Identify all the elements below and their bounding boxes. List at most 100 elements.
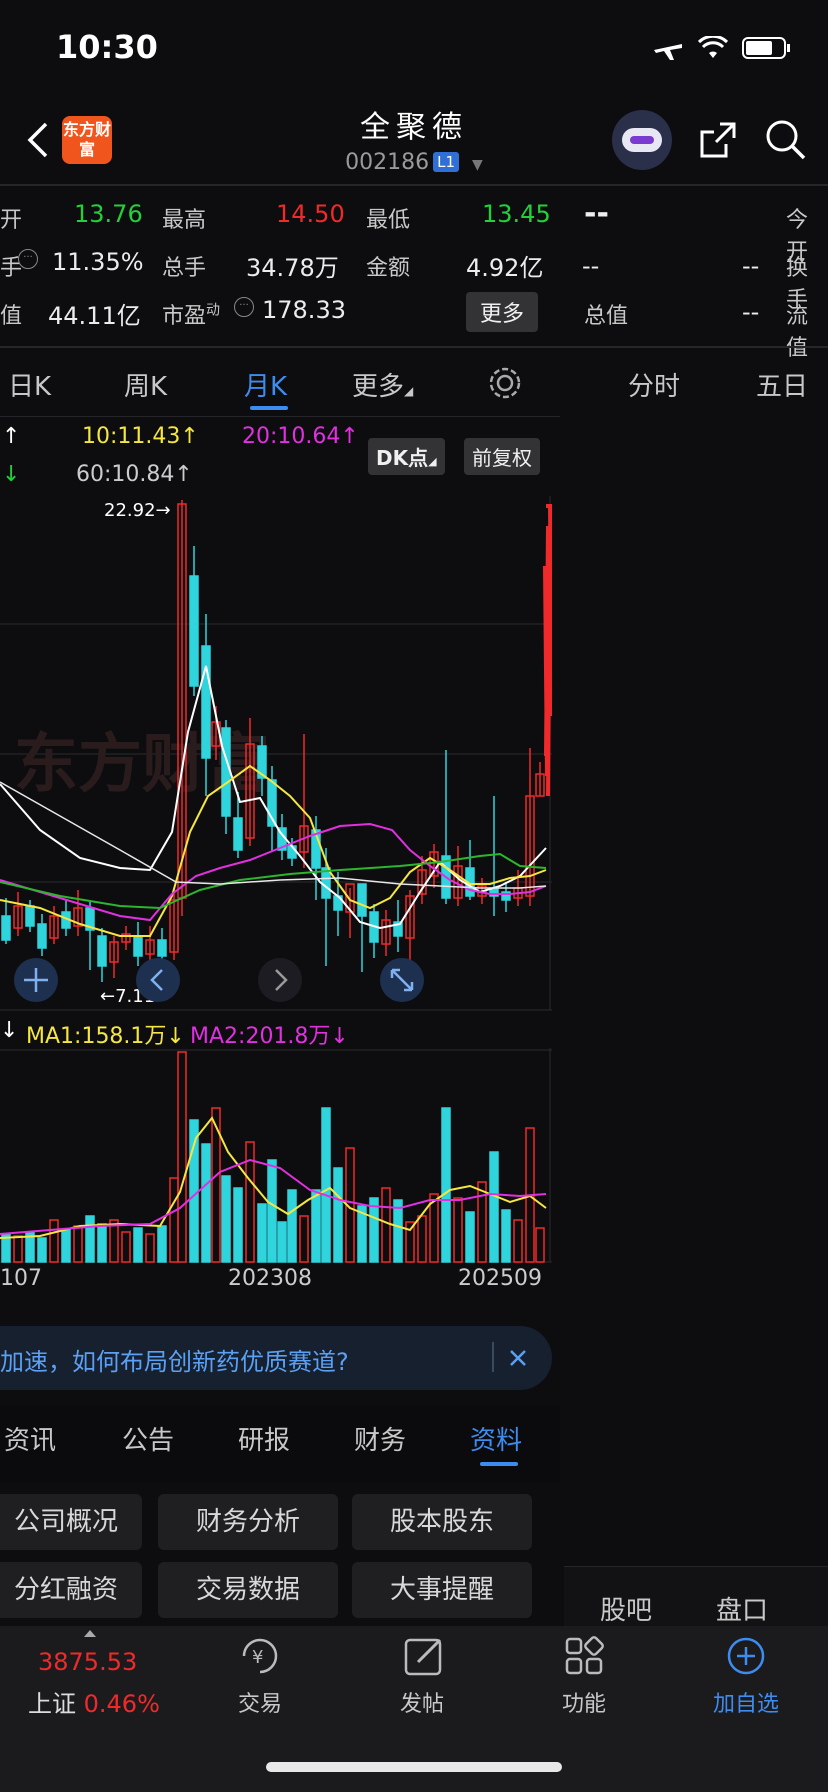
tab-order-book[interactable]: 盘口: [716, 1596, 769, 1626]
info-tab-news[interactable]: 资讯: [4, 1426, 57, 1456]
more-button[interactable]: 更多: [466, 292, 539, 332]
candle-body: [405, 895, 415, 939]
candle-body: [109, 941, 119, 963]
volume-bar: [13, 1235, 23, 1263]
stock-code[interactable]: 002186 L1 ▼: [0, 150, 828, 175]
ma60-line: [0, 852, 547, 910]
back-icon[interactable]: [26, 122, 50, 158]
add-watchlist-icon[interactable]: [726, 1636, 766, 1676]
candle-body: [25, 905, 35, 927]
candle-body: [381, 919, 391, 945]
share-icon[interactable]: [698, 120, 738, 160]
tab-guba[interactable]: 股吧: [600, 1596, 653, 1626]
volume-bar: [201, 1143, 211, 1263]
airplane-icon: [654, 44, 682, 60]
nav-add-watchlist[interactable]: 加自选: [712, 1692, 779, 1717]
level-badge: L1: [433, 152, 460, 172]
volume-bar: [429, 1193, 439, 1263]
candle-body: [267, 779, 277, 827]
candle-body: [233, 817, 243, 851]
ma20-line: [0, 822, 547, 922]
shareholders-button[interactable]: 股本股东: [352, 1494, 532, 1550]
total-value-label: 总值: [584, 304, 629, 329]
volume-bar: [357, 1205, 367, 1263]
close-icon[interactable]: [508, 1348, 528, 1368]
nav-post[interactable]: 发帖: [399, 1692, 444, 1717]
tab-day-k[interactable]: 日K: [8, 372, 52, 402]
volume-bar: [233, 1187, 243, 1263]
pe-info-icon[interactable]: ···: [234, 297, 254, 317]
nav-functions[interactable]: 功能: [561, 1692, 606, 1717]
volume-bar: [267, 1159, 277, 1263]
events-reminder-button[interactable]: 大事提醒: [352, 1562, 532, 1618]
volume-bar: [311, 1189, 321, 1263]
dk-point-button[interactable]: DK点◢: [368, 438, 445, 475]
low-value: 13.45: [482, 200, 551, 228]
dividend-financing-button[interactable]: 分红融资: [0, 1562, 142, 1618]
volume-bar: [97, 1223, 107, 1263]
tab-week-k[interactable]: 周K: [124, 372, 168, 402]
pe-sup: 动: [206, 302, 221, 319]
candle-body: [97, 935, 107, 967]
post-icon[interactable]: [402, 1634, 446, 1678]
kline-chart[interactable]: 东方财富 22.92→ ←7.11: [0, 496, 552, 1016]
float-label: 流值: [786, 304, 809, 361]
volume-value: 34.78万: [246, 254, 339, 282]
index-row[interactable]: 上证 0.46%: [28, 1684, 160, 1719]
info-icon[interactable]: ···: [18, 249, 38, 269]
zoom-in-icon[interactable]: [14, 958, 58, 1002]
open-label: 开: [0, 208, 23, 233]
news-banner[interactable]: 加速，如何布局创新药优质赛道?: [0, 1326, 552, 1390]
tab-month-k[interactable]: 月K: [244, 372, 288, 402]
info-tab-announcements[interactable]: 公告: [122, 1426, 175, 1456]
tab-five-day[interactable]: 五日: [756, 372, 809, 402]
ma10-line: [0, 764, 547, 937]
volume-bar: [333, 1167, 343, 1263]
candle-body: [169, 899, 179, 953]
volume-label: 总手: [162, 256, 207, 281]
expand-arrow-icon[interactable]: [84, 1630, 96, 1637]
trade-icon[interactable]: ¥: [238, 1636, 282, 1676]
active-tab-indicator: [250, 406, 288, 410]
vol-ma2-line: [0, 1158, 547, 1235]
ma20-legend: 20:10.64↑: [242, 424, 359, 449]
financial-analysis-button[interactable]: 财务分析: [158, 1494, 338, 1550]
volume-bar: [513, 1219, 523, 1263]
right-row2-a: --: [582, 252, 600, 280]
chevron-down-icon: ▼: [472, 157, 483, 173]
settings-icon[interactable]: [488, 366, 522, 400]
trading-data-button[interactable]: 交易数据: [158, 1562, 338, 1618]
company-overview-button[interactable]: 公司概况: [0, 1494, 142, 1550]
candle-body: [133, 935, 143, 957]
candle-body: [525, 795, 535, 897]
turnover-label: 手: [0, 256, 23, 281]
functions-icon[interactable]: [564, 1636, 604, 1676]
scroll-right-icon[interactable]: [258, 958, 302, 1002]
low-label: 最低: [366, 208, 411, 233]
svg-text:¥: ¥: [252, 1647, 263, 1668]
candle-body: [121, 933, 131, 943]
adjust-button[interactable]: 前复权: [464, 438, 540, 475]
high-annotation: 22.92→: [104, 500, 171, 521]
nav-trade[interactable]: 交易: [237, 1692, 282, 1717]
candle-body: [1, 915, 11, 941]
vol-ma1-line: [0, 1116, 547, 1239]
robot-assistant-icon[interactable]: [612, 110, 672, 170]
info-tab-profile[interactable]: 资料: [470, 1426, 523, 1456]
expand-icon[interactable]: [380, 958, 424, 1002]
volume-bar: [441, 1107, 451, 1263]
info-tab-finance[interactable]: 财务: [354, 1426, 407, 1456]
search-icon[interactable]: [764, 118, 808, 162]
index-value[interactable]: 3875.53: [38, 1648, 138, 1676]
info-tab-research[interactable]: 研报: [238, 1426, 291, 1456]
volume-bar: [73, 1225, 83, 1263]
candle-body: [37, 923, 47, 949]
tab-intraday[interactable]: 分时: [628, 372, 681, 402]
volume-bar: [109, 1219, 119, 1263]
tab-more[interactable]: 更多◢: [352, 372, 414, 402]
candle-body: [393, 921, 403, 937]
scroll-left-icon[interactable]: [136, 958, 180, 1002]
stock-code-text: 002186: [345, 150, 430, 175]
pe-label: 市盈动: [162, 302, 221, 329]
status-time: 10:30: [56, 28, 158, 66]
